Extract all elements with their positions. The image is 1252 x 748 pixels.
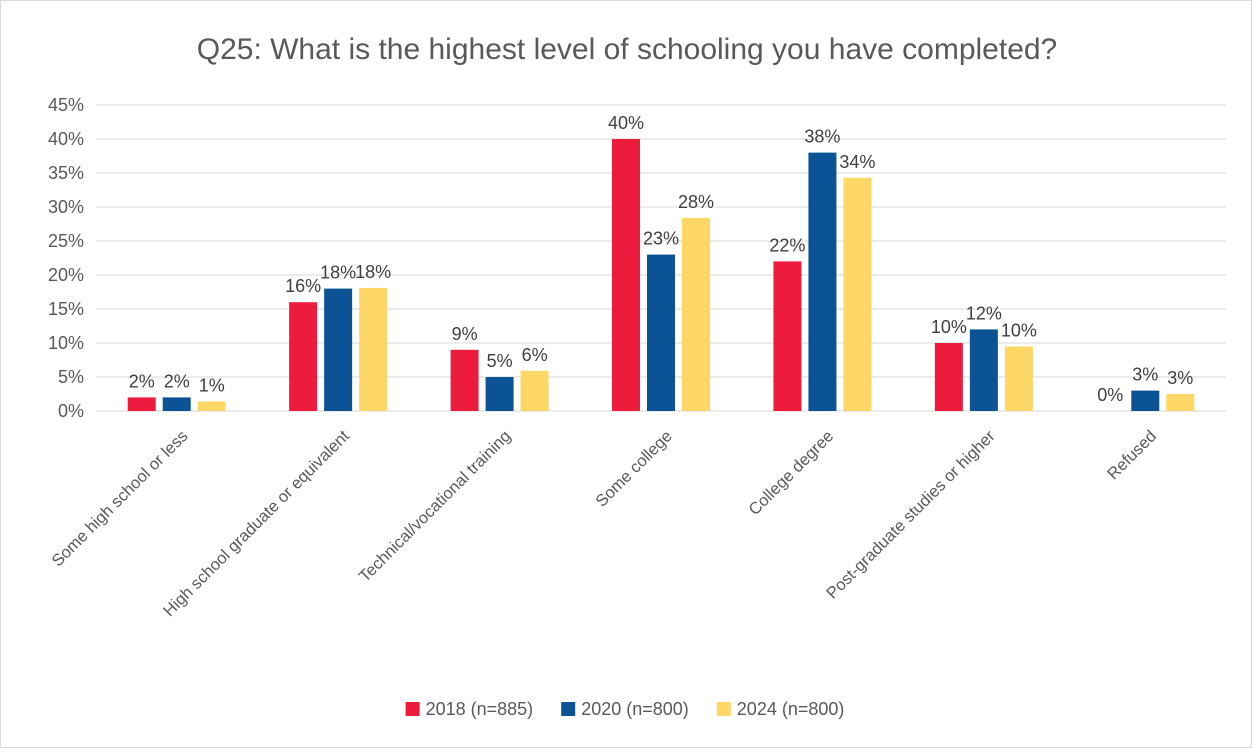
y-tick-label: 20%	[48, 265, 84, 285]
data-label: 10%	[1001, 320, 1037, 340]
bar	[682, 217, 710, 411]
data-label: 34%	[839, 152, 875, 172]
y-tick-label: 5%	[58, 367, 84, 387]
bar	[520, 370, 549, 411]
bar	[359, 287, 388, 411]
data-label: 12%	[966, 303, 1002, 323]
category-label: High school graduate or equivalent	[160, 427, 353, 620]
bar	[450, 349, 479, 411]
data-label: 2%	[164, 371, 190, 391]
data-label: 28%	[678, 192, 714, 212]
data-label: 22%	[769, 235, 805, 255]
category-label: Some college	[592, 427, 675, 510]
category-label: Post-graduate studies or higher	[823, 427, 999, 603]
legend: 2018 (n=885) 2020 (n=800) 2024 (n=800)	[405, 699, 845, 719]
category-label: College degree	[745, 427, 837, 519]
data-label: 18%	[320, 263, 356, 283]
y-tick-label: 35%	[48, 163, 84, 183]
data-label: 10%	[931, 317, 967, 337]
bar	[934, 343, 963, 411]
bar	[773, 261, 802, 411]
bars	[127, 139, 1195, 411]
data-label: 1%	[199, 375, 225, 395]
y-tick-label: 45%	[48, 95, 84, 115]
data-labels: 2% 2% 1%16%18%18%9%5% 6%40%23%28%22%38%34%1…	[129, 113, 1194, 405]
legend-label: 2024 (n=800)	[737, 699, 845, 719]
bar	[1004, 346, 1033, 411]
bar	[1166, 394, 1195, 411]
bar	[324, 288, 353, 411]
bar	[289, 302, 318, 411]
legend-label: 2020 (n=800)	[581, 699, 689, 719]
data-label: 3%	[1132, 365, 1158, 385]
chart-title: Q25: What is the highest level of school…	[197, 33, 1058, 66]
y-tick-label: 40%	[48, 129, 84, 149]
bar	[647, 254, 675, 411]
bar	[485, 377, 514, 411]
category-label: Technical/vocational training	[356, 427, 515, 586]
data-label: 3%	[1167, 368, 1193, 388]
category-label: Some high school or less	[48, 427, 191, 570]
legend-swatch	[716, 702, 731, 716]
y-tick-label: 25%	[48, 231, 84, 251]
bar	[127, 397, 156, 411]
legend-label: 2018 (n=885)	[426, 699, 534, 719]
y-tick-label: 0%	[58, 401, 84, 421]
legend-swatch	[405, 702, 420, 716]
data-label: 9%	[452, 324, 478, 344]
bar	[1131, 390, 1160, 411]
bar	[843, 177, 872, 411]
bar	[612, 139, 640, 411]
category-label: Refused	[1104, 427, 1160, 483]
bar	[162, 397, 191, 411]
data-label: 0%	[1097, 385, 1123, 405]
y-tick-label: 30%	[48, 197, 84, 217]
y-axis-ticks: 0% 5% 10% 15% 20% 25% 30% 35% 40% 45%	[48, 95, 84, 421]
data-label: 6%	[522, 345, 548, 365]
data-label: 40%	[608, 113, 644, 133]
data-label: 18%	[355, 262, 391, 282]
data-label: 5%	[487, 351, 513, 371]
data-label: 2%	[129, 371, 155, 391]
legend-swatch	[561, 702, 576, 716]
bar	[808, 152, 837, 411]
bar	[197, 401, 226, 411]
data-label: 16%	[285, 276, 321, 296]
data-label: 23%	[643, 229, 679, 249]
bar	[969, 329, 998, 411]
y-tick-label: 15%	[48, 299, 84, 319]
y-tick-label: 10%	[48, 333, 84, 353]
data-label: 38%	[804, 127, 840, 147]
